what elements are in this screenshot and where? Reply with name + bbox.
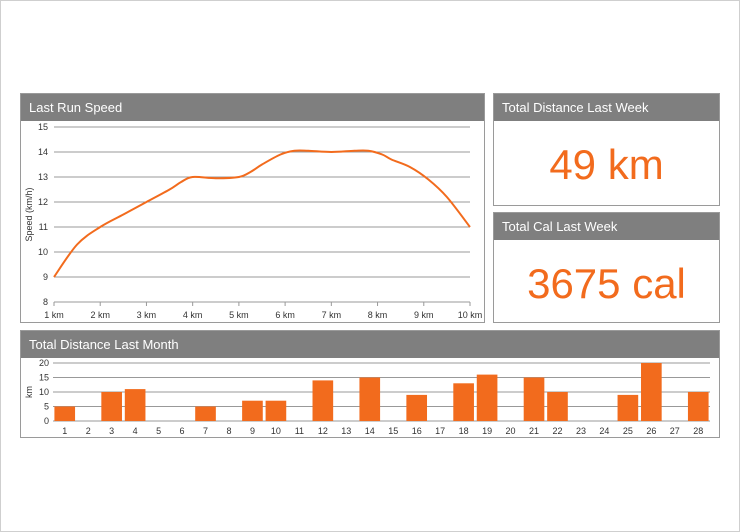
speed-x-tick: 5 km bbox=[229, 310, 249, 320]
month-x-tick: 15 bbox=[388, 426, 398, 436]
month-bar bbox=[54, 406, 76, 421]
speed-y-tick: 9 bbox=[43, 272, 48, 282]
month-x-tick: 7 bbox=[203, 426, 208, 436]
speed-y-tick: 14 bbox=[38, 147, 48, 157]
month-x-tick: 12 bbox=[318, 426, 328, 436]
month-x-tick: 27 bbox=[670, 426, 680, 436]
cal-week-panel: Total Cal Last Week 3675 cal bbox=[493, 212, 720, 323]
month-x-tick: 28 bbox=[693, 426, 703, 436]
speed-x-tick: 10 km bbox=[458, 310, 483, 320]
month-x-tick: 4 bbox=[133, 426, 138, 436]
speed-y-tick: 8 bbox=[43, 297, 48, 307]
speed-y-tick: 10 bbox=[38, 247, 48, 257]
month-bar bbox=[406, 394, 428, 421]
month-x-tick: 26 bbox=[646, 426, 656, 436]
month-x-tick: 3 bbox=[109, 426, 114, 436]
month-x-tick: 9 bbox=[250, 426, 255, 436]
speed-panel-title: Last Run Speed bbox=[21, 94, 484, 121]
speed-x-tick: 8 km bbox=[368, 310, 388, 320]
month-x-tick: 13 bbox=[341, 426, 351, 436]
month-bar bbox=[359, 377, 381, 421]
speed-x-tick: 1 km bbox=[44, 310, 64, 320]
speed-x-tick: 3 km bbox=[137, 310, 157, 320]
month-y-tick: 15 bbox=[39, 373, 49, 383]
month-x-tick: 16 bbox=[412, 426, 422, 436]
speed-panel: Last Run Speed 8 9 10 11 12 13 14 15 1 km 2 km 3 k… bbox=[20, 93, 485, 323]
month-bar bbox=[242, 400, 263, 421]
month-y-axis-label: km bbox=[24, 386, 34, 398]
month-bar bbox=[523, 377, 545, 421]
speed-series-line bbox=[53, 149, 471, 278]
speed-x-tick: 2 km bbox=[90, 310, 110, 320]
cal-week-value: 3675 cal bbox=[527, 260, 686, 307]
month-x-tick: 22 bbox=[552, 426, 562, 436]
month-x-tick: 10 bbox=[271, 426, 281, 436]
month-x-tick: 17 bbox=[435, 426, 445, 436]
month-bar bbox=[641, 363, 662, 421]
speed-y-tick: 11 bbox=[39, 222, 48, 232]
distance-week-panel: Total Distance Last Week 49 km bbox=[493, 93, 720, 206]
speed-y-tick: 15 bbox=[38, 122, 48, 132]
month-bar bbox=[617, 394, 639, 421]
distance-month-panel: Total Distance Last Month 0 5 10 15 20 km 1 2 3 4… bbox=[20, 330, 720, 438]
speed-x-tick: 9 km bbox=[414, 310, 434, 320]
month-bar bbox=[687, 392, 709, 421]
speed-y-tick: 12 bbox=[38, 197, 48, 207]
distance-month-title: Total Distance Last Month bbox=[21, 331, 719, 358]
month-y-tick: 5 bbox=[44, 402, 49, 412]
month-x-tick: 18 bbox=[459, 426, 469, 436]
month-x-tick: 25 bbox=[623, 426, 633, 436]
month-bar bbox=[453, 383, 474, 421]
month-x-tick: 5 bbox=[156, 426, 161, 436]
month-bar bbox=[265, 400, 287, 421]
month-bar bbox=[195, 406, 216, 421]
month-bar bbox=[101, 392, 122, 421]
speed-x-tick: 4 km bbox=[183, 310, 203, 320]
month-x-tick: 11 bbox=[295, 426, 304, 436]
month-y-tick: 10 bbox=[39, 387, 49, 397]
cal-week-title: Total Cal Last Week bbox=[494, 213, 719, 240]
month-x-tick: 2 bbox=[86, 426, 91, 436]
month-y-tick: 0 bbox=[44, 416, 49, 426]
month-x-tick: 8 bbox=[226, 426, 231, 436]
month-y-tick: 20 bbox=[39, 359, 49, 368]
month-x-tick: 14 bbox=[365, 426, 375, 436]
speed-x-tick: 7 km bbox=[322, 310, 342, 320]
speed-y-axis-label: Speed (km/h) bbox=[24, 187, 34, 241]
distance-week-title: Total Distance Last Week bbox=[494, 94, 719, 121]
month-x-tick: 6 bbox=[180, 426, 185, 436]
distance-week-value: 49 km bbox=[549, 141, 664, 188]
month-x-tick: 19 bbox=[482, 426, 492, 436]
month-bar bbox=[476, 374, 498, 421]
month-x-tick: 1 bbox=[62, 426, 67, 436]
month-bar bbox=[547, 392, 568, 421]
speed-y-tick: 13 bbox=[38, 172, 48, 182]
speed-x-tick: 6 km bbox=[275, 310, 295, 320]
speed-chart: 8 9 10 11 12 13 14 15 1 km 2 km 3 km 4 km 5 km 6 km 7 … bbox=[24, 122, 483, 320]
month-x-tick: 23 bbox=[576, 426, 586, 436]
month-x-tick: 20 bbox=[506, 426, 516, 436]
month-x-tick: 21 bbox=[529, 426, 539, 436]
month-x-tick: 24 bbox=[599, 426, 609, 436]
month-bar bbox=[124, 389, 146, 421]
month-bar bbox=[312, 380, 334, 421]
